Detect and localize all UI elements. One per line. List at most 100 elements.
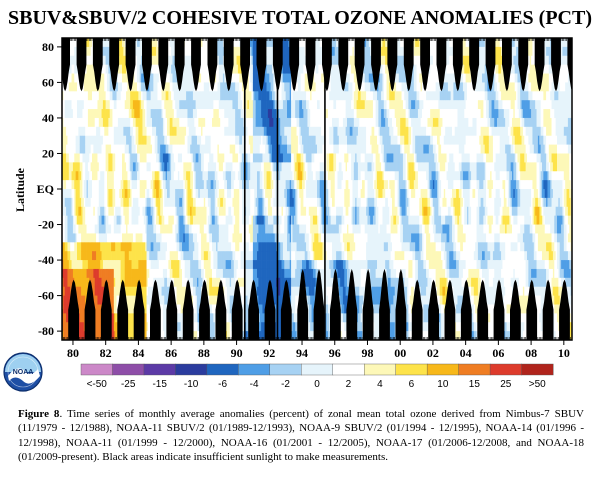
heatmap-cell — [104, 109, 106, 119]
heatmap-cell — [102, 46, 105, 57]
heatmap-cell — [141, 189, 143, 199]
heatmap-cell — [130, 233, 132, 243]
heatmap-cell — [232, 206, 235, 216]
heatmap-cell — [192, 233, 195, 243]
heatmap-cell — [213, 153, 216, 163]
heatmap-cell — [138, 73, 141, 83]
heatmap-cell — [145, 126, 147, 137]
heatmap-cell — [127, 100, 130, 110]
heatmap-cell — [153, 126, 156, 137]
heatmap-cell — [171, 73, 173, 83]
heatmap-cell — [98, 82, 101, 92]
heatmap-cell — [134, 197, 136, 208]
heatmap-cell — [93, 206, 96, 216]
heatmap-cell — [218, 171, 221, 181]
heatmap-cell — [135, 144, 138, 154]
heatmap-cell — [206, 233, 209, 243]
heatmap-cell — [97, 189, 100, 199]
heatmap-cell — [213, 126, 216, 137]
heatmap-cell — [233, 171, 236, 181]
heatmap-cell — [150, 82, 153, 92]
heatmap-cell — [202, 233, 205, 243]
heatmap-cell — [229, 268, 232, 279]
heatmap-cell — [173, 109, 176, 119]
heatmap-cell — [107, 180, 109, 190]
heatmap-cell — [79, 331, 82, 340]
heatmap-cell — [168, 100, 171, 110]
heatmap-cell — [68, 73, 71, 83]
heatmap-cell — [143, 153, 146, 163]
heatmap-cell — [100, 189, 102, 199]
heatmap-cell — [78, 109, 81, 119]
heatmap-cell — [216, 153, 218, 163]
heatmap-cell — [66, 197, 68, 208]
heatmap-cell — [205, 126, 207, 137]
heatmap-cell — [101, 109, 104, 119]
heatmap-cell — [112, 268, 115, 279]
heatmap-cell — [216, 73, 218, 83]
heatmap-cell — [126, 224, 128, 234]
heatmap-cell — [203, 215, 206, 225]
heatmap-cell — [207, 197, 210, 208]
heatmap-cell — [177, 144, 180, 154]
heatmap-cell — [145, 268, 147, 279]
heatmap-cell — [101, 162, 104, 172]
heatmap-cell — [227, 162, 229, 172]
heatmap-cell — [201, 55, 203, 65]
heatmap-cell — [139, 153, 142, 163]
heatmap-cell — [217, 206, 220, 216]
heatmap-cell — [96, 233, 98, 243]
heatmap-cell — [102, 55, 105, 65]
heatmap-cell — [83, 171, 86, 181]
heatmap-cell — [202, 189, 205, 199]
heatmap-cell — [149, 126, 151, 137]
heatmap-cell — [135, 251, 138, 261]
heatmap-cell — [175, 82, 177, 92]
heatmap-cell — [198, 215, 201, 225]
heatmap-cell — [198, 224, 201, 234]
heatmap-cell — [188, 82, 191, 92]
heatmap-cell — [160, 277, 162, 288]
heatmap-cell — [172, 91, 175, 101]
heatmap-cell — [137, 144, 139, 154]
heatmap-cell — [150, 268, 153, 279]
heatmap-cell — [168, 144, 171, 154]
heatmap-cell — [81, 242, 83, 252]
heatmap-cell — [72, 153, 75, 163]
heatmap-cell — [79, 268, 82, 279]
heatmap-cell — [108, 277, 111, 288]
heatmap-cell — [109, 206, 112, 216]
heatmap-cell — [184, 260, 187, 270]
heatmap-cell — [89, 109, 91, 119]
heatmap-cell — [115, 242, 117, 252]
heatmap-cell — [89, 197, 91, 208]
heatmap-cell — [98, 295, 101, 305]
heatmap-cell — [167, 91, 169, 101]
heatmap-cell — [192, 153, 195, 163]
heatmap-cell — [78, 135, 81, 145]
heatmap-cell — [64, 91, 67, 101]
heatmap-cell — [227, 153, 229, 163]
heatmap-cell — [142, 242, 145, 252]
heatmap-cell — [68, 82, 71, 92]
heatmap-cell — [77, 126, 79, 137]
heatmap-cell — [87, 100, 90, 110]
heatmap-cell — [87, 64, 90, 74]
heatmap-cell — [63, 304, 66, 314]
heatmap-cell — [231, 117, 233, 128]
heatmap-cell — [83, 91, 86, 101]
heatmap-cell — [113, 189, 116, 199]
heatmap-cell — [187, 197, 190, 208]
heatmap-cell — [160, 162, 162, 172]
heatmap-cell — [123, 38, 126, 48]
heatmap-cell — [152, 197, 154, 208]
heatmap-cell — [119, 126, 121, 137]
heatmap-cell — [78, 180, 81, 190]
heatmap-cell — [199, 82, 202, 92]
heatmap-cell — [175, 109, 177, 119]
heatmap-cell — [89, 100, 91, 110]
heatmap-cell — [147, 242, 150, 252]
heatmap-cell — [105, 82, 108, 92]
heatmap-cell — [147, 277, 150, 288]
heatmap-cell — [224, 171, 226, 181]
